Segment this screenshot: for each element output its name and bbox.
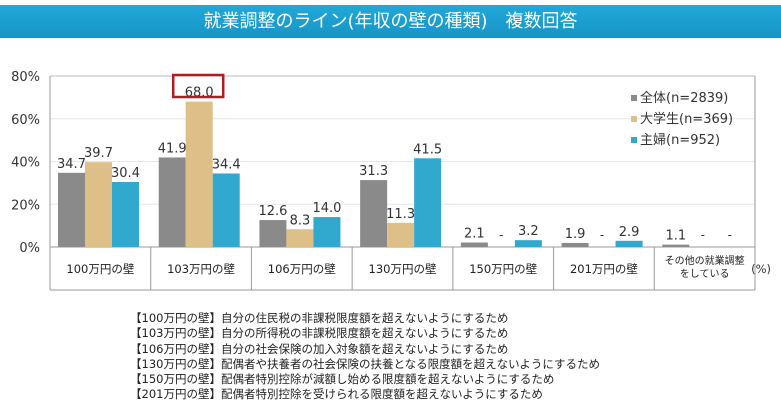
bar <box>387 222 415 247</box>
category-label: 201万円の壁 <box>570 262 638 276</box>
legend-swatch <box>631 95 637 101</box>
y-tick-label: 60% <box>11 113 40 128</box>
data-label: 31.3 <box>359 164 388 179</box>
data-label: 30.4 <box>111 166 140 181</box>
bar <box>58 172 85 247</box>
missing-label: - <box>499 228 503 242</box>
data-label: 39.7 <box>84 146 113 161</box>
data-label: 68.0 <box>185 86 214 101</box>
y-tick-label: 0% <box>19 241 40 256</box>
highlight-box <box>171 73 225 99</box>
footnotes: 【100万円の壁】自分の住民税の非課税限度額を超えないようにするため 【103万… <box>130 311 600 403</box>
data-label: 34.4 <box>212 157 241 172</box>
footnote: 【106万円の壁】自分の社会保険の加入対象額を超えないようにするため <box>130 341 509 356</box>
bar <box>313 217 341 247</box>
legend-label: 大学生(n=369) <box>640 111 733 127</box>
missing-label: - <box>701 228 705 242</box>
category-label: 150万円の壁 <box>469 262 537 276</box>
bar <box>185 101 213 248</box>
category-label: をしている <box>680 268 730 280</box>
unit-label: (%) <box>751 262 771 276</box>
bar <box>360 180 388 247</box>
bar <box>286 229 314 247</box>
bar-chart: 0% 20% 40% 60% 80% 100万円の壁 34.739.7 30.4 103万円の壁… <box>11 70 771 291</box>
data-label: 1.1 <box>665 229 686 244</box>
bar <box>514 240 542 247</box>
bar <box>460 242 488 247</box>
data-label: 8.3 <box>290 213 311 228</box>
bar <box>112 182 139 247</box>
y-tick-label: 80% <box>11 70 40 85</box>
category-label: 106万円の壁 <box>268 262 336 276</box>
data-label: 2.9 <box>619 225 640 240</box>
data-label: 14.0 <box>312 201 341 216</box>
data-label: 11.3 <box>386 207 415 222</box>
data-label: 1.9 <box>565 227 586 242</box>
footnote: 【130万円の壁】配偶者や扶養者の社会保険の扶養となる限度額を超えないようにする… <box>130 356 600 371</box>
y-tick-label: 40% <box>11 156 40 171</box>
legend-swatch <box>631 116 637 122</box>
footnote: 【150万円の壁】配偶者特別控除が減額し始める限度額を超えないようにするため <box>130 372 555 387</box>
category-label: 130万円の壁 <box>369 262 437 276</box>
data-label: 12.6 <box>258 204 287 219</box>
category-label: 100万円の壁 <box>66 262 134 276</box>
missing-label: - <box>728 228 732 242</box>
data-label: 2.1 <box>464 227 485 242</box>
chart-title: 就業調整のライン(年収の壁の種類) 複数回答 <box>0 5 781 38</box>
missing-label: - <box>600 228 604 242</box>
footnote: 【100万円の壁】自分の住民税の非課税限度額を超えないようにするため <box>130 311 509 325</box>
data-label: 3.2 <box>518 224 539 239</box>
bar <box>259 220 287 247</box>
legend-label: 全体(n=2839) <box>640 90 728 106</box>
bar <box>414 158 442 247</box>
bar <box>158 157 186 247</box>
category-label: 103万円の壁 <box>167 262 235 276</box>
footnote: 【103万円の壁】自分の所得税の非課税限度額を超えないようにするため <box>130 326 509 341</box>
bar <box>615 240 643 247</box>
data-label: 41.9 <box>158 141 187 156</box>
legend-label: 主婦(n=952) <box>640 132 720 148</box>
bar <box>212 173 240 247</box>
bar <box>85 162 112 247</box>
bar <box>662 244 690 247</box>
legend-swatch <box>631 137 637 143</box>
category-label: その他の就業調整 <box>665 254 745 267</box>
bar <box>561 242 589 247</box>
data-label: 34.7 <box>57 157 86 172</box>
data-label: 41.5 <box>413 142 442 157</box>
footnote: 【201万円の壁】配偶者特別控除を受けられる限度額を超えないようにするため <box>130 387 543 402</box>
y-tick-label: 20% <box>11 198 40 213</box>
